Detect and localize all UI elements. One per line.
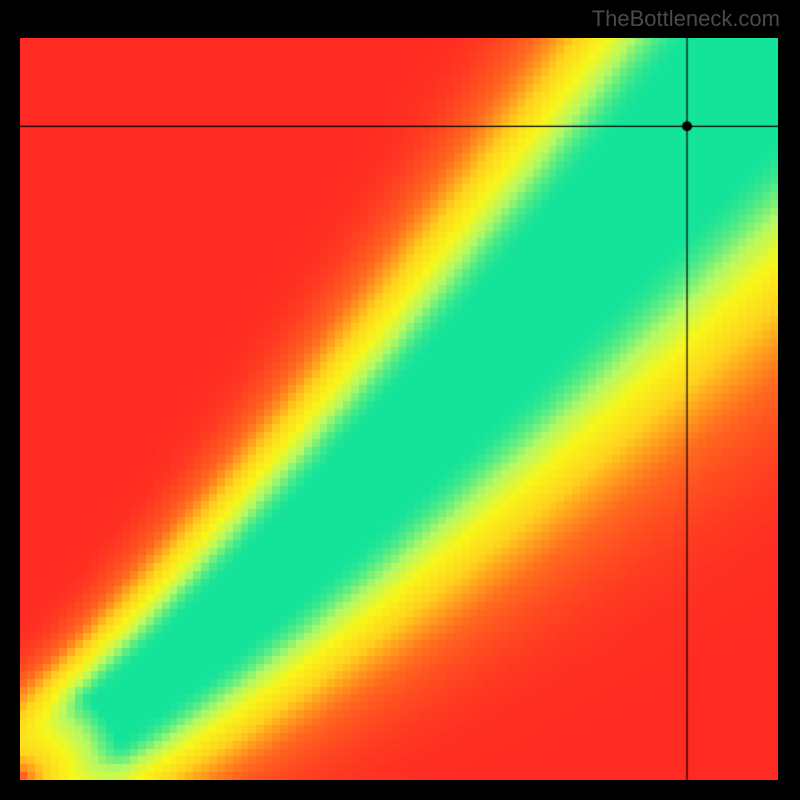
- bottleneck-heatmap: [20, 38, 778, 780]
- watermark-text: TheBottleneck.com: [592, 6, 780, 32]
